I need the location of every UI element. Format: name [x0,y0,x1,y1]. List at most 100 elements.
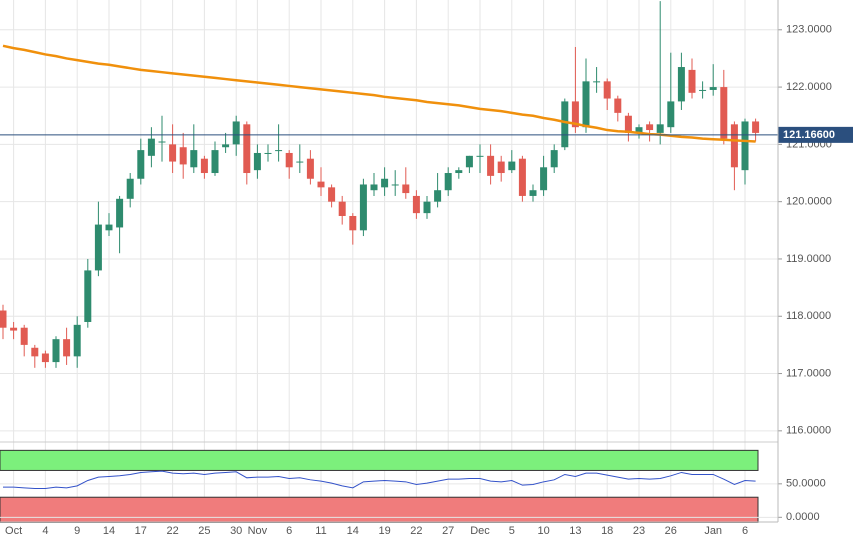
y-tick-label: 50.0000 [786,478,826,490]
candle-body [561,101,569,148]
candle-body [741,121,749,171]
candle-body [116,198,124,228]
candle-body [455,170,463,174]
candle-body [63,339,71,357]
candle-body [656,124,664,133]
candle-body [20,327,28,345]
candle-body [465,155,473,168]
candle-body [147,138,155,156]
candle-body [349,215,357,231]
x-tick-label: 25 [198,525,210,537]
candle-body [84,270,92,322]
candle-body [370,184,378,191]
candle-body [243,124,251,174]
x-tick-label: Jan [704,525,722,537]
last-price-label: 121.16600 [783,129,835,141]
x-tick-label: 19 [378,525,390,537]
candle-body [720,87,728,139]
moving-average [2,44,756,143]
candle-body [497,161,505,174]
candle-body [730,124,738,168]
x-tick-label: 6 [286,525,292,537]
y-tick-label: 123.0000 [786,24,832,36]
candle-body [752,121,760,133]
candle-body [699,89,707,91]
candle-body [614,98,622,113]
candle-body [508,161,516,171]
candle-body [169,144,177,162]
candle-body [688,69,696,93]
candle-body [423,201,431,214]
candle-body [264,152,272,154]
x-tick-label: 22 [410,525,422,537]
candle-body [179,147,187,165]
candle-body [31,347,39,357]
candle-body [444,173,452,191]
y-tick-label: 118.0000 [786,310,831,322]
candle-body [126,178,134,199]
x-tick-label: 9 [74,525,80,537]
x-tick-label: 23 [633,525,645,537]
candle-body [275,150,283,152]
x-tick-label: 10 [537,525,549,537]
candle-body [328,187,336,202]
candle-body [296,161,304,163]
candle-body [52,339,60,363]
candle-body [646,124,654,131]
y-tick-label: 117.0000 [786,367,831,379]
x-tick-label: Nov [248,525,268,537]
candle-body [603,81,611,99]
candle-body [412,195,420,214]
candle-body [137,150,145,179]
x-tick-label: 22 [166,525,178,537]
x-tick-label: 4 [42,525,48,537]
candle-body [317,181,325,188]
overbought-band [0,449,759,471]
candle-body [667,101,675,128]
candle-body [635,127,643,133]
x-tick-label: 11 [315,525,326,537]
candle-body [624,115,632,133]
y-tick-label: 120.0000 [786,196,832,208]
y-tick-label: 119.0000 [786,253,831,265]
candle-body [550,150,558,168]
x-tick-label: 13 [569,525,581,537]
candle-body [593,81,601,83]
x-tick-label: 5 [509,525,515,537]
x-tick-label: 6 [742,525,748,537]
candle-body [232,121,240,145]
x-tick-label: 14 [103,525,115,537]
candle-body [94,224,102,271]
rsi-line [3,470,756,490]
candle-body [0,310,7,328]
x-tick-label: 18 [601,525,613,537]
last-price-tag [778,126,853,143]
candle-body [41,353,49,363]
candle-body [158,141,166,143]
x-tick-label: Oct [5,525,22,537]
candle-body [529,190,537,196]
x-tick-label: 14 [347,525,359,537]
candle-body [476,155,484,157]
candle-body [434,190,442,202]
candle-body [285,152,293,168]
candle-body [306,158,314,179]
candle-body [518,158,526,196]
candle-body [10,327,18,331]
candle-body [190,150,198,168]
candle-body [487,155,495,176]
candle-body [402,184,410,194]
candle-body [222,144,230,148]
candle-body [677,67,685,102]
candle-body [359,184,367,231]
x-tick-label: 17 [135,525,147,537]
candle-body [211,150,219,174]
candle-body [200,158,208,174]
y-tick-label: 122.0000 [786,81,832,93]
candle-body [582,81,590,128]
candle-body [105,224,113,231]
candle-body [540,167,548,191]
candle-body [253,152,261,171]
candle-body [73,324,81,357]
